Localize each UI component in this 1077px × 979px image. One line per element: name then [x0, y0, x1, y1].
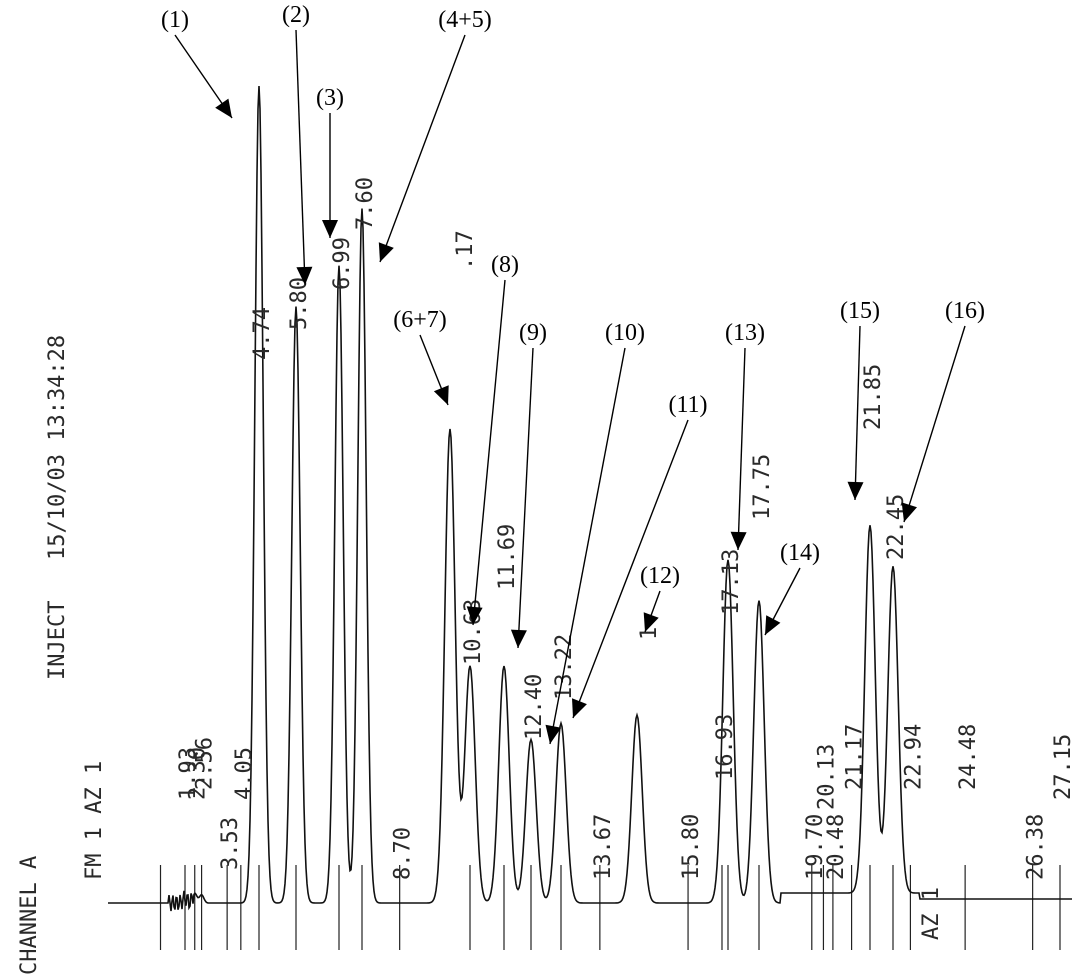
rt-label: .17 [453, 230, 478, 270]
peak-callout-arrowhead [901, 502, 917, 522]
peak-callout-label: (15) [840, 298, 880, 324]
rt-label: 16.93 [713, 714, 738, 780]
peak-callout-arrowhead [765, 615, 781, 635]
chromatogram-trace [108, 85, 1072, 912]
rt-label: 5.80 [287, 277, 312, 330]
rt-label: 12.40 [522, 674, 547, 740]
peak-callout-arrow [379, 34, 466, 263]
peak-callout-arrowhead [730, 531, 747, 550]
peak-callout-label: (16) [945, 298, 985, 324]
rt-label: 3.53 [218, 817, 243, 870]
peak-callout-arrowhead [847, 481, 864, 500]
peak-callout-arrow [517, 347, 534, 649]
peak-callout-label: (12) [640, 563, 680, 589]
rt-label: 17.13 [719, 549, 744, 615]
peak-callout-label: (9) [519, 320, 547, 346]
rt-label: 13.67 [591, 814, 616, 880]
rt-label: 21.85 [861, 364, 886, 430]
rt-label: 17.75 [750, 454, 775, 520]
rt-label: 1 [637, 627, 662, 640]
rt-label: 4.74 [250, 307, 275, 360]
peak-callout-arrowhead [322, 220, 338, 238]
peak-callout-arrow [572, 419, 689, 719]
rt-label: 20.48 [824, 814, 849, 880]
rt-label: 15.80 [679, 814, 704, 880]
rt-label: 21.17 [843, 724, 868, 790]
rt-label: 6.99 [330, 237, 355, 290]
rt-label: 2.30 [186, 747, 211, 800]
rt-label: 24.48 [956, 724, 981, 790]
header-fm-az: FM 1 AZ 1 [82, 761, 107, 880]
peak-callouts: (1) (2) (3) (4+5) (6+7) (8) (9) (10) (11) (12) (13… [161, 2, 985, 745]
header-channel: CHANNEL A [17, 856, 42, 975]
peak-callout-arrowhead [466, 606, 483, 625]
baseline-ticks [159, 865, 1061, 950]
peak-callout-label: (13) [725, 320, 765, 346]
peak-callout-arrowhead [510, 629, 527, 648]
peak-callout-label: (6+7) [393, 307, 447, 333]
peak-callout-label: (8) [491, 252, 519, 278]
header-inject: INJECT [45, 601, 70, 680]
retention-time-labels: 1.932.302.56 3.53 4.05 4.74 5.80 6.99 7.60 8.70… [176, 177, 1076, 880]
peak-callout-label: (2) [282, 2, 310, 28]
peak-callout-arrow [903, 325, 966, 523]
peak-callout-label: (14) [780, 540, 820, 566]
peak-callout-label: (1) [161, 7, 189, 33]
rt-label: 1.93 [176, 747, 201, 800]
peak-callout-arrowhead [643, 612, 659, 632]
peak-callout-arrowhead [215, 98, 232, 118]
peak-callout-arrow [295, 29, 306, 286]
peak-callout-arrowhead [296, 266, 313, 285]
header-block: CHANNEL A INJECT 15/10/03 13:34:28 FM 1 … [17, 335, 107, 975]
peak-callout-arrowhead [378, 242, 394, 262]
peak-callout-arrowhead [572, 698, 587, 718]
rt-label: 26.38 [1024, 814, 1049, 880]
rt-label: 19.70 [803, 814, 828, 880]
peak-callout-label: (10) [605, 320, 645, 346]
peak-callout-arrowhead [545, 724, 562, 744]
rt-label: 27.15 [1051, 734, 1076, 800]
rt-label: 4.05 [232, 747, 257, 800]
rt-label: 2.56 [193, 737, 218, 790]
peak-callout-arrow [737, 347, 746, 551]
rt-label: 20.13 [814, 744, 839, 810]
peak-callout-arrow [472, 279, 506, 626]
rt-label: 8.70 [391, 827, 416, 880]
rt-label: 22.94 [901, 724, 926, 790]
peak-callout-label: (3) [316, 85, 344, 111]
rt-label: 11.69 [495, 524, 520, 590]
peak-callout-label: (4+5) [438, 7, 492, 33]
header-datetime: 15/10/03 13:34:28 [45, 335, 70, 560]
peak-callout-arrowhead [433, 385, 449, 405]
rt-label: 7.60 [353, 177, 378, 230]
peak-callout-arrow [854, 325, 861, 501]
footer-az-marker: AZ 1 [919, 887, 944, 940]
peak-callout-label: (11) [668, 392, 707, 418]
peak-callout-arrow [549, 347, 626, 745]
